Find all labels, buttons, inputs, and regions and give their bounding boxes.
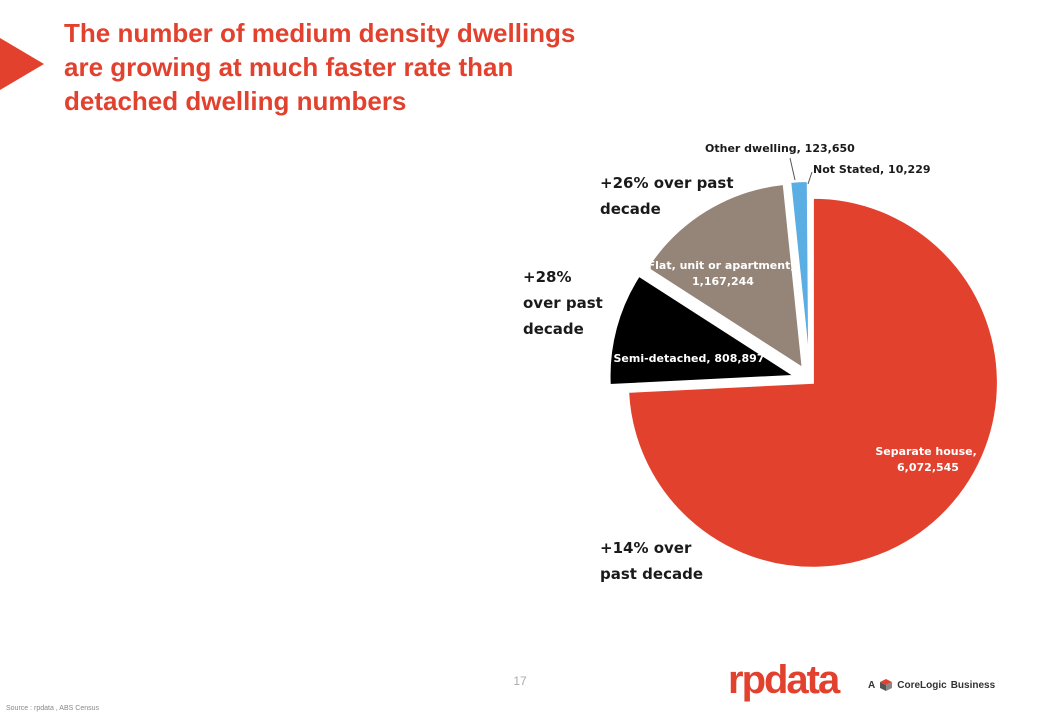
tag-suffix: Business bbox=[950, 679, 996, 691]
label-line: Semi-detached, 808,897 bbox=[614, 352, 765, 365]
label-line: 6,072,545 bbox=[897, 461, 959, 474]
label-semi-detached: Semi-detached, 808,897 bbox=[614, 352, 765, 365]
label-flat: Flat, unit or apartment, 1,167,244 bbox=[648, 259, 799, 288]
title-line: detached dwelling numbers bbox=[64, 86, 407, 116]
label-other-dwelling: Other dwelling, 123,650 bbox=[705, 142, 855, 155]
corelogic-tagline: A CoreLogic Business bbox=[868, 678, 995, 692]
annotation-line: past decade bbox=[600, 565, 704, 583]
flat-growth-annotation: +26% over past decade bbox=[600, 170, 734, 222]
leader-not-stated bbox=[807, 171, 813, 185]
label-separate-house: Separate house, 6,072,545 bbox=[875, 445, 980, 474]
semi-growth-annotation: +28% over past decade bbox=[523, 264, 603, 342]
label-line: Separate house, bbox=[875, 445, 976, 458]
slice-flat bbox=[645, 182, 804, 371]
annotation-line: +26% over past bbox=[600, 174, 734, 192]
page-number: 17 bbox=[513, 674, 527, 688]
slice-separate-house bbox=[627, 196, 999, 569]
annotation-line: +14% over bbox=[600, 539, 692, 557]
label-line: Not Stated, 10,229 bbox=[813, 163, 931, 176]
slice-semi-detached bbox=[608, 274, 798, 387]
label-not-stated: Not Stated, 10,229 bbox=[813, 163, 931, 176]
house-growth-annotation: +14% over past decade bbox=[600, 535, 703, 587]
annotation-line: over past bbox=[523, 294, 603, 312]
label-line: 1,167,244 bbox=[692, 275, 754, 288]
title-line: The number of medium density dwellings bbox=[64, 18, 576, 48]
label-line: Other dwelling, 123,650 bbox=[705, 142, 855, 155]
tag-brand: CoreLogic bbox=[897, 679, 947, 691]
tag-prefix: A bbox=[868, 679, 876, 691]
annotation-line: decade bbox=[523, 320, 584, 338]
label-line: Flat, unit or apartment, bbox=[648, 259, 795, 272]
slide-title: The number of medium density dwellings a… bbox=[64, 16, 684, 118]
source-note: Source : rpdata , ABS Census bbox=[6, 705, 99, 712]
annotation-line: decade bbox=[600, 200, 661, 218]
leader-other-dwelling bbox=[789, 157, 796, 181]
title-arrow-icon bbox=[0, 38, 44, 90]
title-line: are growing at much faster rate than bbox=[64, 52, 514, 82]
annotation-line: +28% bbox=[523, 268, 572, 286]
rpdata-logo: rpdata bbox=[728, 658, 840, 702]
corelogic-cube-icon bbox=[880, 679, 893, 691]
